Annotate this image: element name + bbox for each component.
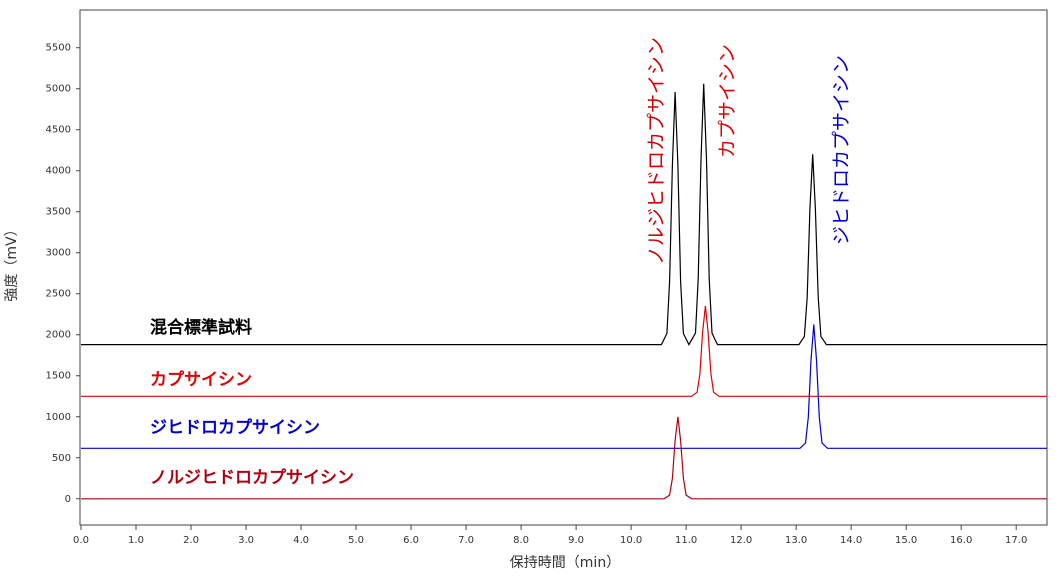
x-tick-label: 16.0	[950, 535, 972, 546]
trace-line	[81, 324, 1047, 449]
y-tick-label: 4500	[46, 125, 71, 136]
y-tick-label: 3000	[46, 248, 71, 259]
x-tick-label: 2.0	[183, 535, 199, 546]
x-tick-label: 14.0	[840, 535, 862, 546]
trace-line	[81, 83, 1047, 346]
y-tick-label: 1000	[46, 412, 71, 423]
y-tick-label: 2000	[46, 330, 71, 341]
x-tick-label: 7.0	[458, 535, 474, 546]
y-tick-label: 4000	[46, 166, 71, 177]
series-label: ノルジヒドロカプサイシン	[150, 467, 354, 488]
y-tick-label: 500	[52, 453, 71, 464]
y-tick-label: 5500	[46, 43, 71, 54]
peak-label: ジヒドロカプサイシン	[831, 55, 853, 245]
x-tick-label: 9.0	[568, 535, 584, 546]
x-tick-label: 3.0	[238, 535, 254, 546]
x-tick-label: 12.0	[730, 535, 752, 546]
x-tick-label: 5.0	[348, 535, 364, 546]
y-tick-label: 1500	[46, 371, 71, 382]
x-tick-label: 0.0	[73, 535, 89, 546]
y-tick-label: 0	[65, 494, 71, 505]
x-tick-label: 4.0	[293, 535, 309, 546]
series-label: ジヒドロカプサイシン	[150, 417, 320, 438]
x-tick-label: 13.0	[785, 535, 807, 546]
series-label: カプサイシン	[150, 369, 252, 390]
peak-label: ノルジヒドロカプサイシン	[646, 37, 668, 265]
y-tick-label: 3500	[46, 207, 71, 218]
peak-label: カプサイシン	[717, 44, 739, 158]
y-tick-label: 2500	[46, 289, 71, 300]
y-tick-label: 5000	[46, 84, 71, 95]
x-tick-label: 11.0	[675, 535, 697, 546]
x-tick-label: 8.0	[513, 535, 529, 546]
trace-line	[81, 305, 1047, 397]
x-tick-label: 1.0	[128, 535, 144, 546]
plot-frame	[79, 9, 1048, 526]
x-axis-title: 保持時間（min）	[510, 555, 620, 571]
y-axis-title: 強度（mV）	[4, 222, 20, 301]
x-tick-label: 17.0	[1005, 535, 1027, 546]
x-tick-label: 6.0	[403, 535, 419, 546]
series-label: 混合標準試料	[150, 317, 252, 338]
x-tick-label: 10.0	[620, 535, 642, 546]
trace-line	[81, 416, 1047, 500]
x-tick-label: 15.0	[895, 535, 917, 546]
